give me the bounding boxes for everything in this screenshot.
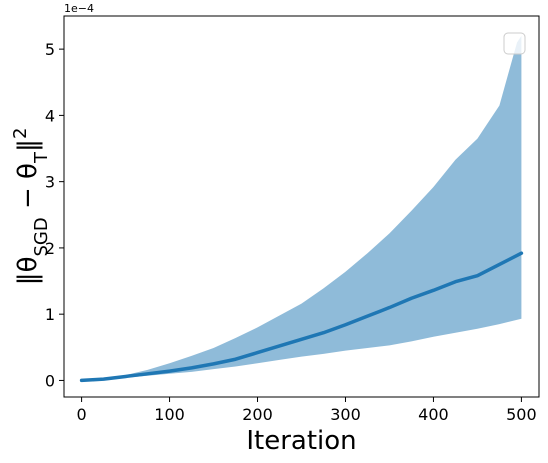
band-layer xyxy=(81,35,522,381)
y-label-subscript-t: T xyxy=(31,151,52,164)
y-label-superscript: 2 xyxy=(10,128,31,139)
y-tick-label: 0 xyxy=(45,371,55,390)
y-label-subscript-sgd: SGD xyxy=(31,217,52,256)
x-tick-label: 500 xyxy=(506,405,537,424)
y-axis-ticks: 0 1 2 3 4 5 xyxy=(45,40,64,390)
plot-frame xyxy=(63,15,540,398)
y-label-part-open: ‖θ xyxy=(13,257,43,286)
y-axis-offset-label: 1e−4 xyxy=(64,2,94,15)
y-tick-label: 4 xyxy=(45,106,55,125)
x-tick-label: 100 xyxy=(154,405,185,424)
y-label-part-minus: − θ xyxy=(13,163,43,217)
line-layer xyxy=(79,251,524,383)
y-tick-label: 5 xyxy=(45,40,55,59)
x-axis-label: Iteration xyxy=(246,426,356,456)
mean-line xyxy=(79,251,524,383)
confidence-band xyxy=(81,35,522,381)
x-tick-label: 400 xyxy=(418,405,449,424)
x-tick-label: 200 xyxy=(242,405,273,424)
y-axis-label: ‖θSGD − θT‖2 xyxy=(10,128,52,286)
x-axis-ticks: 0 100 200 300 400 500 xyxy=(76,397,537,424)
legend-box xyxy=(503,32,526,55)
y-tick-label: 2 xyxy=(45,239,55,258)
y-label-part-close: ‖ xyxy=(13,139,43,152)
y-tick-label: 3 xyxy=(45,173,55,192)
x-tick-label: 0 xyxy=(76,405,86,424)
y-tick-label: 1 xyxy=(45,305,55,324)
x-tick-label: 300 xyxy=(330,405,361,424)
